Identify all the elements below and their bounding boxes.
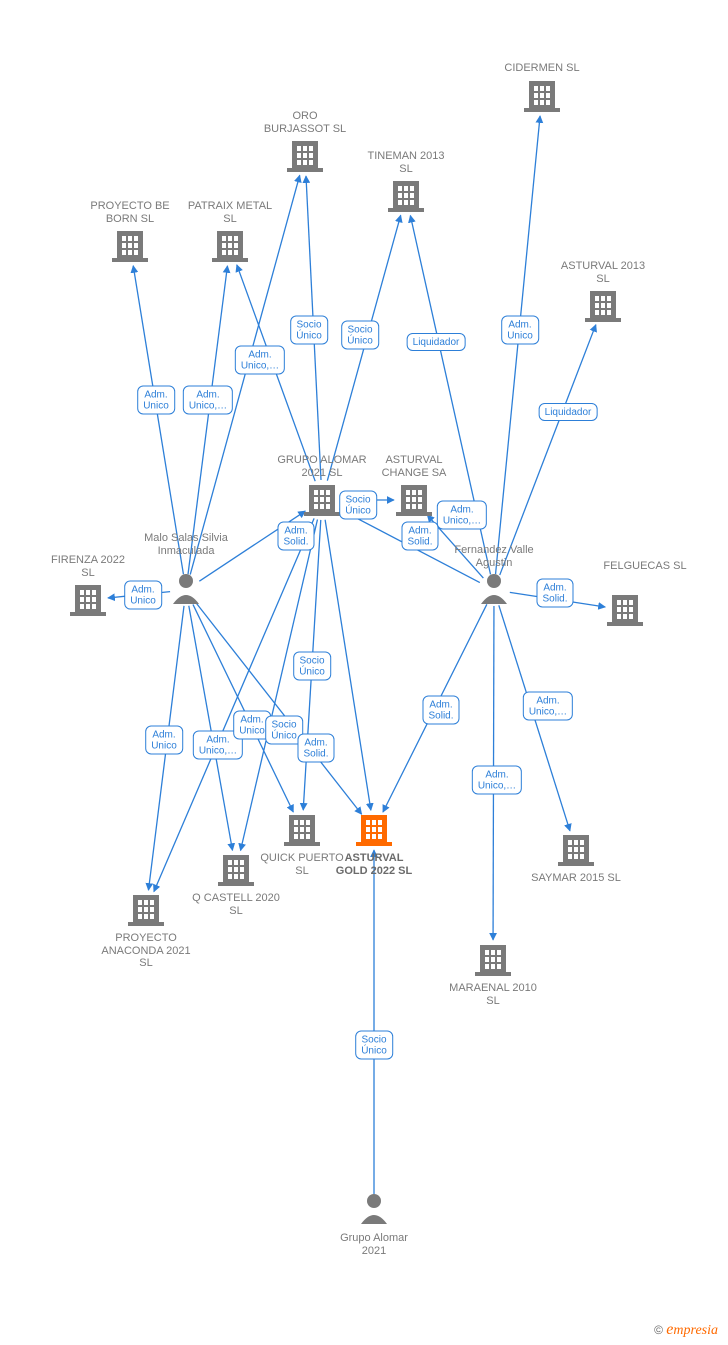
edge (199, 511, 305, 581)
edge (493, 606, 494, 940)
edge (325, 520, 371, 810)
company-icon[interactable] (607, 595, 643, 626)
edge (303, 520, 321, 810)
edge (188, 266, 227, 574)
company-icon[interactable] (558, 835, 594, 866)
company-icon[interactable] (304, 485, 340, 516)
brand-name: empresia (666, 1323, 718, 1337)
edge (133, 266, 183, 574)
person-icon[interactable] (481, 574, 507, 604)
company-icon[interactable] (212, 231, 248, 262)
edge (496, 116, 541, 574)
company-icon[interactable] (388, 181, 424, 212)
company-icon[interactable] (475, 945, 511, 976)
footer-credit: © empresia (654, 1321, 718, 1339)
edge (500, 325, 596, 575)
company-icon[interactable] (585, 291, 621, 322)
company-icon[interactable] (70, 585, 106, 616)
edge (108, 592, 170, 598)
network-canvas (0, 0, 728, 1345)
company-icon[interactable] (128, 895, 164, 926)
edge (499, 605, 570, 831)
company-icon[interactable] (287, 141, 323, 172)
person-icon[interactable] (173, 574, 199, 604)
edge (327, 215, 400, 480)
edge (241, 519, 318, 850)
edge (340, 509, 480, 582)
company-icon[interactable] (218, 855, 254, 886)
copyright-symbol: © (654, 1323, 663, 1337)
company-icon[interactable] (112, 231, 148, 262)
edge (510, 592, 605, 607)
company-icon[interactable] (356, 815, 392, 846)
edge (383, 604, 487, 812)
edge (148, 606, 184, 890)
company-icon[interactable] (284, 815, 320, 846)
company-icon[interactable] (524, 81, 560, 112)
edge (190, 175, 299, 574)
edge (237, 265, 315, 481)
person-icon[interactable] (361, 1194, 387, 1224)
company-icon[interactable] (396, 485, 432, 516)
edge (306, 176, 321, 480)
edge (427, 515, 483, 578)
edge (410, 216, 490, 575)
